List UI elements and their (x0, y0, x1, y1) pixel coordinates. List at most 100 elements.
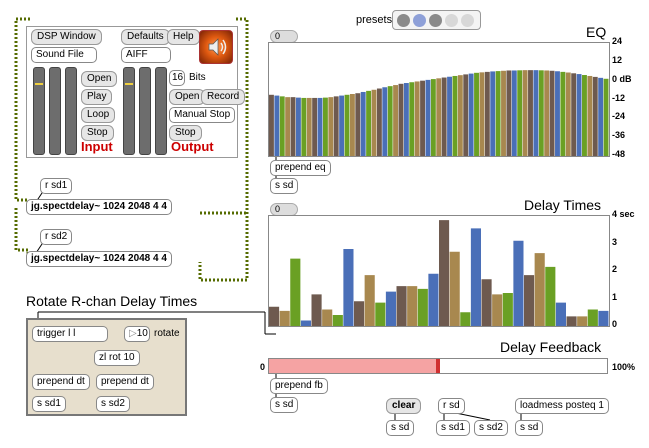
delay-times-chart[interactable] (268, 215, 610, 327)
chart-bar (549, 70, 555, 156)
play-stop-button[interactable]: Stop (81, 125, 114, 141)
chart-bar (501, 70, 506, 156)
input-meter-mid[interactable] (49, 67, 61, 155)
preset-box (392, 10, 481, 30)
chart-bar (468, 73, 474, 156)
prepend-eq[interactable]: prepend eq (270, 160, 331, 176)
input-meter-left[interactable] (33, 67, 45, 155)
chart-bar (481, 279, 492, 326)
format-field[interactable]: AIFF (121, 47, 171, 63)
chart-bar (371, 89, 377, 156)
chart-bar (409, 82, 415, 156)
rec-stop-button[interactable]: Stop (169, 125, 202, 141)
preset-slot-3[interactable] (429, 14, 442, 27)
chart-bar (502, 293, 513, 326)
chart-bar (479, 72, 485, 156)
rec-open-button[interactable]: Open (169, 89, 206, 105)
dsp-window-button[interactable]: DSP Window (31, 29, 102, 45)
chart-bar (425, 79, 431, 156)
chart-bar (339, 95, 345, 156)
preset-slot-1[interactable] (397, 14, 410, 27)
trigger-object[interactable]: trigger l l (32, 326, 108, 342)
zl-rot-object[interactable]: zl rot 10 (94, 350, 140, 366)
send-sd-eq[interactable]: s sd (270, 178, 299, 194)
chart-bar (528, 70, 533, 156)
send-sd2[interactable]: s sd2 (96, 396, 130, 412)
output-meter-left[interactable] (123, 67, 135, 155)
feedback-slider[interactable] (268, 358, 608, 374)
output-meter-right[interactable] (155, 67, 167, 155)
chart-bar (332, 315, 343, 326)
chart-bar (565, 72, 571, 156)
chart-bar (495, 71, 501, 156)
axis-tick-label: 0 dB (612, 73, 632, 84)
chart-bar (375, 302, 386, 326)
spectdelay-1[interactable]: jg.spectdelay~ 1024 2048 4 4 (26, 199, 172, 215)
send-sd1[interactable]: s sd1 (32, 396, 66, 412)
meter-level (35, 83, 43, 85)
chart-bar (598, 77, 604, 156)
input-meter-right[interactable] (65, 67, 77, 155)
help-button[interactable]: Help (167, 29, 200, 45)
defaults-button[interactable]: Defaults (121, 29, 170, 45)
prepend-dt-2[interactable]: prepend dt (96, 374, 154, 390)
chart-bar (517, 70, 523, 156)
receive-sd1[interactable]: r sd1 (40, 178, 73, 194)
chart-bar (322, 309, 333, 326)
chart-bar (457, 75, 463, 156)
play-button[interactable]: Play (81, 89, 113, 105)
chart-bar (533, 70, 539, 156)
clear-send[interactable]: s sd (386, 420, 415, 436)
rotate-number[interactable]: ▷10 (124, 326, 150, 342)
receive-sd[interactable]: r sd (438, 398, 465, 414)
axis-tick-label: 3 (612, 236, 618, 247)
chart-bar (349, 94, 355, 156)
preset-slot-4[interactable] (445, 14, 458, 27)
delay-times-title: Delay Times (524, 197, 602, 213)
feedback-knob[interactable] (436, 359, 440, 373)
chart-bar (360, 91, 366, 156)
receive-sd2[interactable]: r sd2 (40, 229, 73, 245)
loadmess-object[interactable]: loadmess posteq 1 (515, 398, 609, 414)
output-label: Output (171, 139, 214, 154)
play-open-button[interactable]: Open (81, 71, 118, 87)
prepend-dt-1[interactable]: prepend dt (32, 374, 90, 390)
feedback-min-label: 0 (260, 362, 266, 372)
speaker-icon[interactable] (199, 30, 233, 64)
axis-tick-label: -12 (612, 92, 626, 103)
bottom-send-sd2[interactable]: s sd2 (474, 420, 508, 436)
record-button[interactable]: Record (201, 89, 246, 105)
sound-file-field[interactable]: Sound File (31, 47, 97, 63)
chart-bar (566, 316, 577, 326)
chart-bar (534, 253, 545, 326)
preset-slot-2[interactable] (413, 14, 426, 27)
axis-tick-label: 4 sec (612, 209, 635, 219)
chart-bar (269, 306, 280, 326)
chart-bar (403, 83, 409, 156)
manual-stop-menu[interactable]: Manual Stop (169, 107, 235, 123)
chart-bar (513, 240, 524, 326)
spectdelay-2[interactable]: jg.spectdelay~ 1024 2048 4 4 (26, 251, 172, 267)
chart-bar (344, 94, 350, 156)
chart-bar (582, 75, 587, 156)
clear-message[interactable]: clear (386, 398, 422, 414)
preset-slot-5[interactable] (461, 14, 474, 27)
chart-bar (555, 302, 566, 326)
number-arrow-icon: ▷ (129, 328, 137, 339)
chart-bar (460, 312, 471, 326)
chart-bar (420, 80, 426, 156)
loadmess-send[interactable]: s sd (515, 420, 544, 436)
chart-bar (285, 97, 291, 156)
eq-title: EQ (586, 24, 607, 40)
bits-number[interactable]: 16 (169, 70, 185, 86)
chart-bar (484, 71, 490, 156)
chart-bar (603, 78, 609, 156)
chart-bar (387, 86, 393, 156)
axis-tick-label: 0 (612, 319, 618, 329)
prepend-fb[interactable]: prepend fb (270, 378, 328, 394)
send-sd-fb[interactable]: s sd (270, 397, 299, 413)
bottom-send-sd1[interactable]: s sd1 (436, 420, 470, 436)
eq-chart[interactable] (268, 42, 610, 157)
output-meter-mid[interactable] (139, 67, 151, 155)
loop-button[interactable]: Loop (81, 107, 116, 123)
